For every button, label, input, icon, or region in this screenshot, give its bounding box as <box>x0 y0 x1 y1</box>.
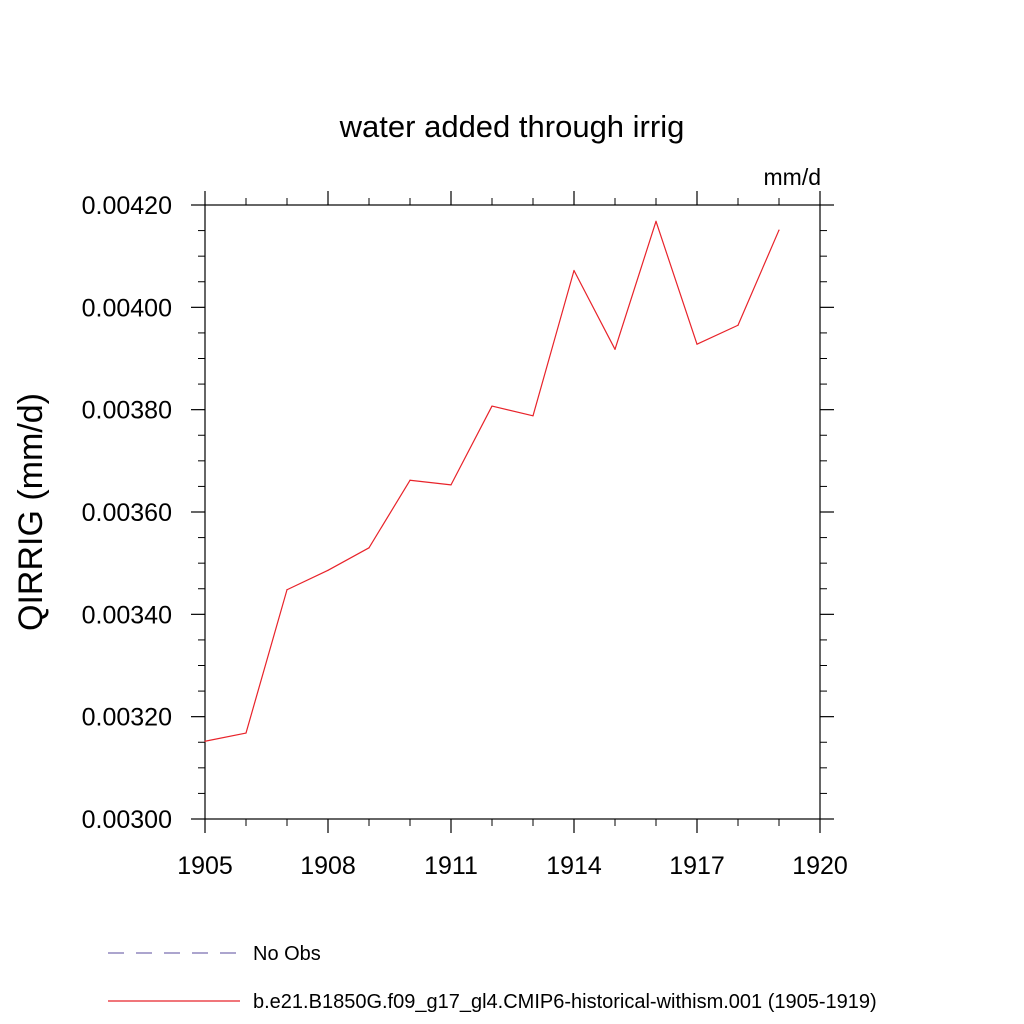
data-point <box>409 479 411 481</box>
data-point <box>778 229 780 231</box>
chart-title: water added through irrig <box>339 109 685 144</box>
series-line-0 <box>204 220 780 742</box>
y-tick-label: 0.00300 <box>82 806 172 834</box>
legend-label-0: No Obs <box>253 943 321 965</box>
legend: No Obs b.e21.B1850G.f09_g17_gl4.CMIP6-his… <box>108 943 877 1013</box>
y-tick-label: 0.00340 <box>82 601 172 629</box>
data-point <box>737 324 739 326</box>
series-layer <box>204 220 780 742</box>
data-point <box>450 484 452 486</box>
x-tick-label: 1917 <box>669 852 725 880</box>
units-label: mm/d <box>764 164 822 190</box>
y-tick-label: 0.00380 <box>82 397 172 425</box>
data-point <box>368 547 370 549</box>
x-tick-label: 1911 <box>424 852 478 880</box>
y-tick-label: 0.00320 <box>82 704 172 732</box>
y-tick-label: 0.00420 <box>82 192 172 220</box>
data-point <box>573 269 575 272</box>
legend-label-1: b.e21.B1850G.f09_g17_gl4.CMIP6-historica… <box>253 991 877 1013</box>
y-axis-label: QIRRIG (mm/d) <box>12 393 50 631</box>
x-tick-label: 1905 <box>177 852 233 880</box>
y-tick-label: 0.00360 <box>82 499 172 527</box>
x-tick-labels: 1905 1908 1911 1914 1917 1920 <box>177 852 848 880</box>
data-point <box>532 415 534 417</box>
data-point <box>245 732 247 734</box>
data-point <box>286 589 288 591</box>
data-point <box>327 569 329 571</box>
data-point <box>696 343 698 345</box>
axis-ticks <box>191 191 834 833</box>
data-point <box>491 405 493 407</box>
data-point <box>614 348 616 350</box>
x-tick-label: 1920 <box>792 852 848 880</box>
plot-frame <box>204 204 821 820</box>
x-tick-label: 1908 <box>300 852 356 880</box>
data-point <box>655 220 657 222</box>
y-tick-label: 0.00400 <box>82 294 172 322</box>
y-tick-labels: 0.00300 0.00320 0.00340 0.00360 0.00380 0.004… <box>82 192 172 834</box>
data-point <box>204 740 206 742</box>
x-tick-label: 1914 <box>546 852 602 880</box>
